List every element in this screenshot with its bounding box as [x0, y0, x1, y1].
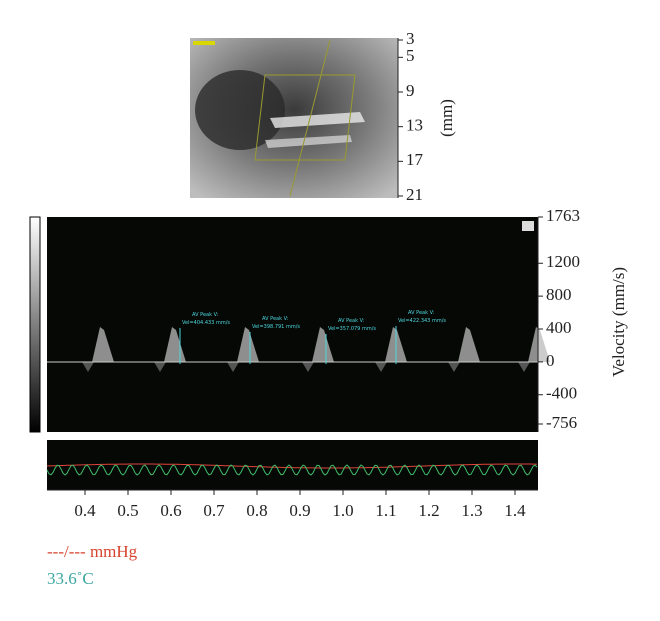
velocity-tick-label: 400	[546, 318, 572, 337]
time-tick-label: 0.8	[246, 501, 267, 520]
doppler-waveform	[302, 362, 314, 372]
depth-tick-label: 5	[406, 46, 415, 65]
time-tick-label: 1.0	[332, 501, 353, 520]
annotation-value: Vel=422.343 mm/s	[398, 318, 446, 324]
annotation-title: AV Peak V:	[262, 316, 289, 322]
ultrasound-region	[270, 112, 365, 128]
velocity-tick-label: 1763	[546, 206, 580, 225]
annotation-value: Vel=404.433 mm/s	[182, 320, 230, 326]
time-tick-label: 1.1	[375, 501, 396, 520]
velocity-tick-label: 800	[546, 285, 572, 304]
respiration-trace	[46, 464, 538, 476]
temperature-readout: 33.6˚C	[47, 569, 94, 588]
annotation-value: Vel=398.791 mm/s	[252, 324, 300, 330]
annotation-title: AV Peak V:	[192, 312, 219, 318]
ultrasound-region	[195, 70, 285, 150]
doppler-waveform	[448, 362, 460, 372]
annotation-title: AV Peak V:	[338, 318, 365, 324]
depth-tick-label: 9	[406, 81, 415, 100]
depth-tick-label: 21	[406, 185, 423, 204]
time-tick-label: 0.4	[74, 501, 96, 520]
doppler-waveform	[518, 362, 530, 372]
ultrasound-region	[265, 135, 352, 148]
time-tick-label: 0.7	[203, 501, 225, 520]
sf-marker	[522, 221, 534, 231]
time-tick-label: 0.5	[117, 501, 138, 520]
pressure-readout: ---/--- mmHg	[47, 542, 138, 561]
doppler-waveform	[154, 362, 166, 372]
velocity-tick-label: -400	[546, 384, 577, 403]
time-tick-label: 0.6	[160, 501, 181, 520]
doppler-waveform	[82, 362, 94, 372]
gray-scale-bar	[29, 216, 41, 433]
time-tick-label: 1.4	[504, 501, 526, 520]
beam-line	[289, 39, 331, 197]
velocity-axis-label: Velocity (mm/s)	[609, 267, 628, 377]
velocity-tick-label: -756	[546, 413, 577, 432]
velocity-tick-label: 1200	[546, 252, 580, 271]
time-tick-label: 0.9	[289, 501, 310, 520]
annotation-title: AV Peak V:	[408, 310, 435, 316]
doppler-spectrum	[47, 217, 538, 432]
doppler-waveform	[528, 327, 550, 362]
annotation-value: Vel=357.079 mm/s	[328, 326, 376, 332]
doppler-box	[254, 74, 356, 161]
doppler-waveform	[375, 362, 387, 372]
depth-tick-label: 3	[406, 29, 415, 48]
time-tick-label: 1.2	[418, 501, 439, 520]
time-tick-label: 1.3	[461, 501, 482, 520]
doppler-waveform	[227, 362, 239, 372]
depth-axis-label: (mm)	[437, 99, 456, 137]
doppler-waveform	[92, 327, 114, 362]
doppler-waveform	[237, 327, 259, 362]
doppler-waveform	[312, 327, 334, 362]
velocity-tick-label: 0	[546, 351, 555, 370]
doppler-waveform	[458, 327, 480, 362]
scale-marker	[193, 41, 215, 45]
depth-tick-label: 13	[406, 116, 423, 135]
depth-tick-label: 17	[406, 150, 424, 169]
